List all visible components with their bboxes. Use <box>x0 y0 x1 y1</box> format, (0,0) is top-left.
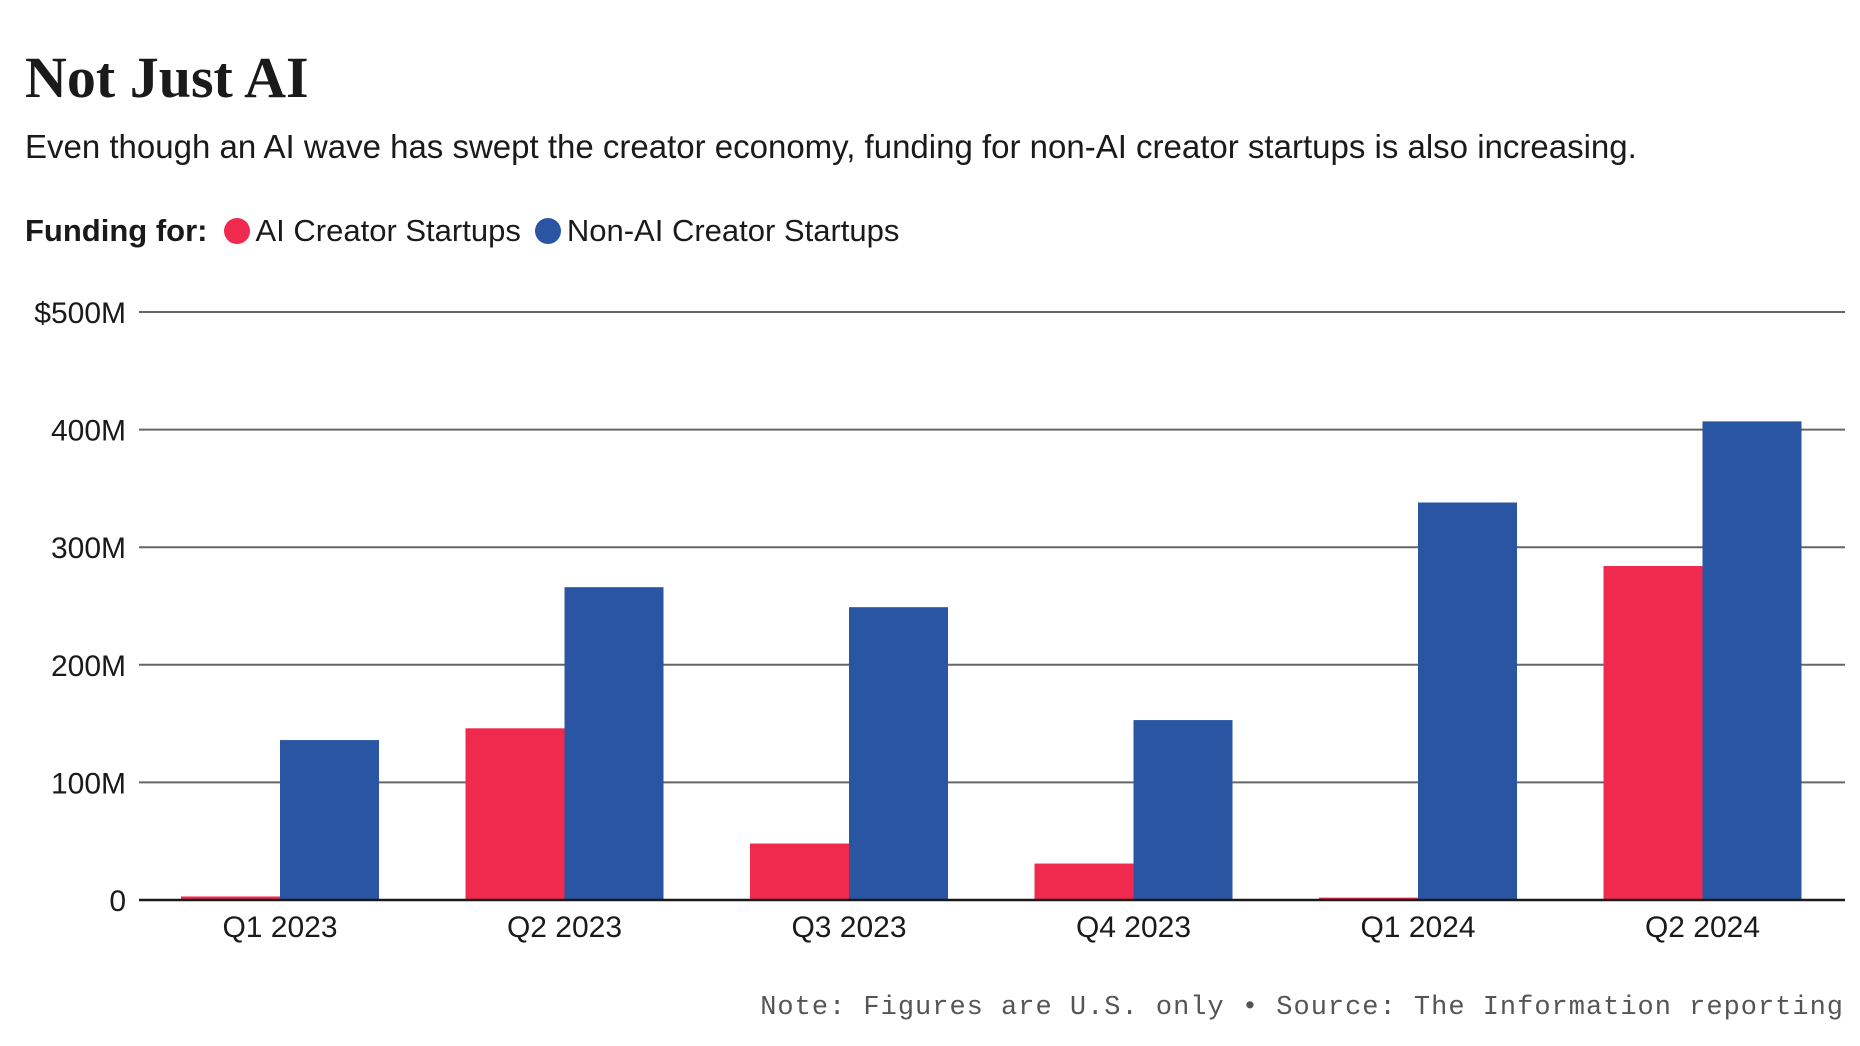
legend-item-non-ai: Non-AI Creator Startups <box>534 213 900 249</box>
bar-non-ai <box>564 587 664 900</box>
legend: Funding for: AI Creator Startups Non-AI … <box>25 213 913 249</box>
bar-ai <box>465 728 565 900</box>
x-tick-label: Q1 2024 <box>1360 911 1475 944</box>
legend-text-ai: AI Creator Startups <box>255 213 521 248</box>
chart-subtitle: Even though an AI wave has swept the cre… <box>25 128 1637 165</box>
x-tick-label: Q1 2023 <box>222 911 337 944</box>
bar-ai <box>181 896 280 900</box>
bar-ai <box>1034 863 1134 900</box>
legend-label: Funding for: <box>25 213 208 248</box>
x-tick-label: Q2 2023 <box>507 911 622 944</box>
legend-item-ai: AI Creator Startups <box>223 213 521 249</box>
bar-non-ai <box>1418 502 1517 900</box>
bar-ai <box>1603 566 1703 900</box>
x-tick-label: Q4 2023 <box>1076 911 1191 944</box>
x-tick-label: Q2 2024 <box>1645 911 1760 944</box>
bar-non-ai <box>280 740 379 900</box>
bar-non-ai <box>1133 720 1233 900</box>
y-tick-label: 200M <box>51 650 126 683</box>
source-note: Note: Figures are U.S. only • Source: Th… <box>760 993 1844 1023</box>
x-tick-label: Q3 2023 <box>791 911 906 944</box>
y-tick-label: $500M <box>34 297 126 330</box>
legend-swatch-ai <box>223 218 250 244</box>
y-tick-label: 300M <box>51 532 126 565</box>
legend-swatch-non-ai <box>534 218 561 244</box>
y-tick-label: 0 <box>109 885 126 918</box>
chart-title: Not Just AI <box>25 45 309 110</box>
y-tick-label: 400M <box>51 415 126 448</box>
y-tick-label: 100M <box>51 767 126 800</box>
bar-non-ai <box>849 607 948 900</box>
bar-ai <box>750 843 849 900</box>
legend-text-non-ai: Non-AI Creator Startups <box>566 213 900 248</box>
bar-non-ai <box>1702 421 1802 900</box>
